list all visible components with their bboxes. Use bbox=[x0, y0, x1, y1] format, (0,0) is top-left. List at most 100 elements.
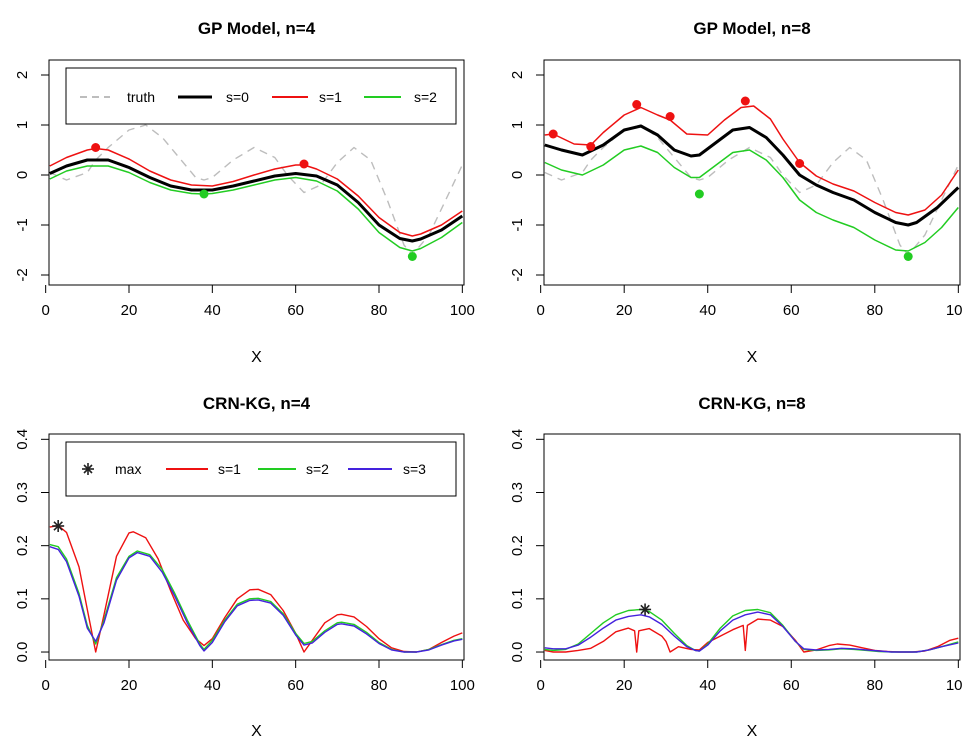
x-tick-label: 100 bbox=[450, 677, 475, 694]
data-point bbox=[91, 143, 101, 152]
series-line-s0 bbox=[544, 124, 960, 227]
plot-frame bbox=[48, 59, 465, 286]
panel-gp-n4: GP Model, n=4 0 20 40 60 80 100 -2 -1 0 1 2 X trut… bbox=[14, 19, 475, 366]
series-line-truth bbox=[544, 124, 959, 256]
data-point bbox=[795, 159, 805, 168]
y-tick-label: 0 bbox=[14, 171, 31, 179]
x-tick-label: 20 bbox=[616, 677, 633, 694]
legend-label-max: max bbox=[115, 461, 141, 477]
x-tick-label: 100 bbox=[946, 302, 963, 319]
y-tick-label: 1 bbox=[14, 121, 31, 129]
plot-marks bbox=[544, 96, 960, 261]
asterisk-stroke bbox=[53, 521, 63, 531]
y-tick-label: -2 bbox=[14, 268, 31, 281]
y-tick-label: 0.1 bbox=[509, 588, 526, 609]
x-tick-label: 80 bbox=[371, 677, 388, 694]
plot-frame bbox=[543, 433, 961, 661]
x-tick-label: 100 bbox=[450, 302, 475, 319]
y-tick-label: 2 bbox=[509, 71, 526, 79]
x-axis-label: X bbox=[747, 723, 758, 740]
legend-label-s0: s=0 bbox=[226, 89, 249, 105]
x-tick-label: 0 bbox=[41, 677, 49, 694]
x-tick-label: 40 bbox=[699, 302, 716, 319]
data-point bbox=[740, 96, 750, 106]
x-tick-label: 60 bbox=[783, 302, 800, 319]
x-tick-label: 40 bbox=[699, 677, 716, 694]
axes: 0 20 40 60 80 100 0.0 0.1 0.2 0.3 0.4 bbox=[14, 429, 475, 694]
y-tick-label: 0.2 bbox=[509, 535, 526, 556]
x-tick-label: 60 bbox=[287, 302, 304, 319]
y-tick-label: 0.4 bbox=[14, 429, 31, 450]
plot-marks bbox=[544, 603, 959, 653]
legend-key-max-asterisk bbox=[82, 463, 94, 475]
x-axis-label: X bbox=[747, 349, 758, 366]
legend-label-s1: s=1 bbox=[319, 89, 342, 105]
y-tick-label: 1 bbox=[509, 121, 526, 129]
legend-label-s1: s=1 bbox=[218, 461, 241, 477]
legend-label-truth: truth bbox=[127, 89, 155, 105]
plot-frame bbox=[543, 59, 961, 286]
x-tick-label: 80 bbox=[866, 677, 883, 694]
legend-label-s3: s=3 bbox=[403, 461, 426, 477]
series-line-s3 bbox=[49, 546, 463, 653]
series-line-s1 bbox=[544, 105, 959, 216]
plot-frame bbox=[48, 433, 465, 661]
series-line-s2 bbox=[544, 608, 959, 653]
data-point bbox=[665, 112, 675, 121]
x-tick-label: 60 bbox=[287, 677, 304, 694]
data-point bbox=[632, 100, 642, 109]
y-tick-label: -2 bbox=[509, 268, 526, 281]
x-tick-label: 40 bbox=[204, 677, 221, 694]
series-line-truth bbox=[49, 124, 463, 256]
max-marker bbox=[639, 603, 652, 616]
legend-label-s2: s=2 bbox=[306, 461, 329, 477]
y-tick-label: 0.3 bbox=[14, 482, 31, 503]
x-tick-label: 0 bbox=[41, 302, 49, 319]
panel-kg-n4: CRN-KG, n=4 0 20 40 60 80 1000.00.10.20.30.4 … bbox=[14, 394, 475, 740]
panel-gp-n8: GP Model, n=8 0 20 40 60 80 100 -2 -1 0 1 2 X bbox=[509, 19, 963, 366]
series-line-s3 bbox=[544, 611, 959, 653]
x-tick-label: 40 bbox=[204, 302, 221, 319]
plot-marks bbox=[49, 124, 464, 261]
data-point bbox=[299, 159, 309, 169]
x-tick-label: 80 bbox=[866, 302, 883, 319]
data-point bbox=[199, 189, 209, 199]
panel-kg-n8: CRN-KG, n=8 0204060801000.00.10.20.30.4 … bbox=[509, 394, 963, 740]
y-tick-label: 0.1 bbox=[14, 588, 31, 609]
panel-title: CRN-KG, n=4 bbox=[203, 394, 311, 413]
axes: 0 20 40 60 80 100 -2 -1 0 1 2 bbox=[509, 71, 963, 319]
panel-title: GP Model, n=4 bbox=[198, 19, 316, 38]
y-tick-label: -1 bbox=[509, 218, 526, 231]
x-tick-label: 20 bbox=[121, 677, 138, 694]
series-line-s1 bbox=[49, 147, 463, 237]
panel-title: GP Model, n=8 bbox=[693, 19, 810, 38]
x-tick-label: 60 bbox=[783, 677, 800, 694]
axes: 0 20 40 60 80 100 -2 -1 0 1 2 bbox=[14, 71, 475, 319]
y-tick-label: 0.0 bbox=[509, 642, 526, 663]
axes: 0 20 40 60 80 100 0.0 0.1 0.2 0.3 0.4 bbox=[509, 429, 963, 694]
data-point bbox=[694, 189, 704, 199]
x-tick-label: 20 bbox=[121, 302, 138, 319]
legend: truth s=0 s=1 s=2 bbox=[65, 67, 457, 125]
x-tick-label: 80 bbox=[371, 302, 388, 319]
x-tick-label: 0 bbox=[536, 677, 544, 694]
x-axis-label: X bbox=[251, 349, 262, 366]
x-tick-label: 20 bbox=[616, 302, 633, 319]
data-point bbox=[903, 252, 913, 261]
y-tick-label: 0.2 bbox=[14, 535, 31, 556]
asterisk-stroke bbox=[640, 604, 650, 615]
max-marker bbox=[52, 519, 65, 532]
x-tick-label: 100 bbox=[946, 677, 963, 694]
x-tick-label: 0 bbox=[536, 302, 544, 319]
y-tick-label: -1 bbox=[14, 218, 31, 231]
legend-label-s2: s=2 bbox=[414, 89, 437, 105]
panel-title: CRN-KG, n=8 bbox=[698, 394, 805, 413]
x-axis-label: X bbox=[251, 723, 262, 740]
y-tick-label: 2 bbox=[14, 71, 31, 79]
plot-marks bbox=[49, 519, 463, 653]
series-line-s1 bbox=[49, 524, 463, 653]
y-tick-label: 0.3 bbox=[509, 482, 526, 503]
series-line-s2 bbox=[544, 145, 959, 252]
y-tick-label: 0.4 bbox=[509, 429, 526, 450]
